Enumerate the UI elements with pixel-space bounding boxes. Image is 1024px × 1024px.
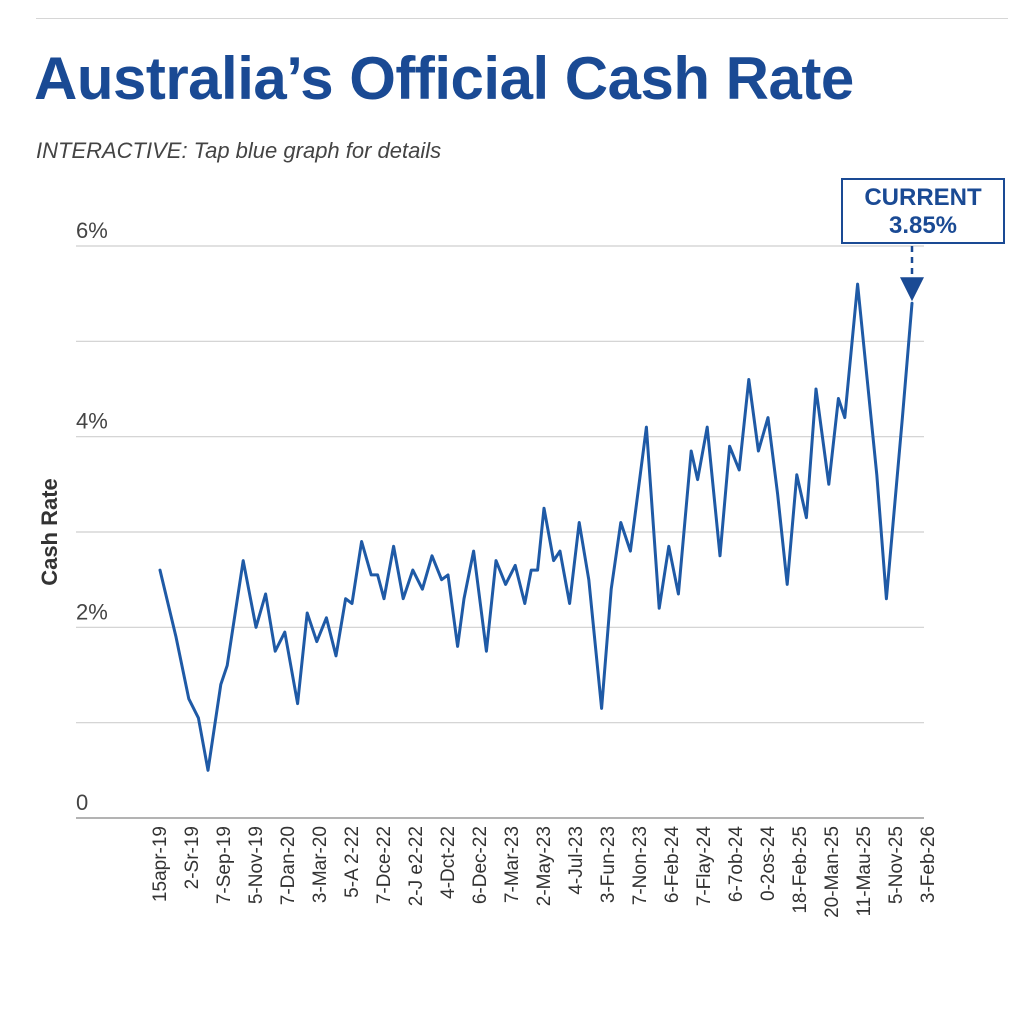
- y-axis-label: Cash Rate: [37, 478, 62, 586]
- current-callout-arrow-icon: [900, 277, 924, 302]
- x-tick-label: 3-Feb-26: [918, 826, 939, 903]
- y-tick-label: 6%: [76, 218, 108, 243]
- current-rate-badge[interactable]: CURRENT 3.85%: [841, 178, 1005, 244]
- x-tick-label: 6-Feb-24: [662, 826, 683, 904]
- x-tick-label: 5-Nov-19: [246, 826, 267, 904]
- cash-rate-line[interactable]: [158, 282, 914, 772]
- x-axis-ticks: 15apr-19 2-Sr-19 7-Sep-19 5-Nov-19 7-Dan-20 3…: [150, 826, 939, 918]
- current-badge-label: CURRENT: [864, 184, 982, 211]
- current-badge-value: 3.85%: [888, 212, 958, 239]
- x-tick-label: 3-Fun-23: [598, 826, 619, 903]
- y-tick-label: 0: [76, 790, 88, 815]
- x-tick-label: 6-Dec-22: [470, 826, 491, 904]
- x-tick-label: 18-Feb-25: [790, 826, 811, 914]
- x-tick-label: 2-J e2-22: [406, 826, 427, 906]
- x-tick-label: 7-Dce-22: [374, 826, 395, 904]
- x-tick-label: 3-Mar-20: [310, 826, 331, 903]
- gridlines: [76, 245, 924, 819]
- x-tick-label: 4-Jul-23: [566, 826, 587, 895]
- x-tick-label: 5-A 2-22: [342, 826, 363, 898]
- chart-subtitle: INTERACTIVE: Tap blue graph for details: [36, 138, 442, 163]
- x-tick-label: 7-Dan-20: [278, 826, 299, 905]
- y-tick-label: 4%: [76, 409, 108, 434]
- x-tick-label: 2-Sr-19: [182, 826, 203, 889]
- x-tick-label: 7-Flay-24: [694, 826, 715, 907]
- x-tick-label: 2-May-23: [534, 826, 555, 906]
- x-tick-label: 6-7ob-24: [726, 826, 747, 902]
- x-tick-label: 15apr-19: [150, 826, 171, 902]
- y-tick-label: 2%: [76, 599, 108, 624]
- x-tick-label: 7-Mar-23: [502, 826, 523, 903]
- x-tick-label: 0-2os-24: [758, 826, 779, 901]
- y-axis-ticks: 0 2% 4% 6%: [76, 218, 108, 815]
- top-rule: [36, 18, 1008, 19]
- page-title: Australia’s Official Cash Rate: [34, 45, 854, 112]
- x-tick-label: 5-Nov-25: [886, 826, 907, 904]
- x-tick-label: 11-Mau-25: [854, 826, 875, 916]
- x-tick-label: 20-Man-25: [822, 826, 843, 918]
- x-tick-label: 4-Dct-22: [438, 826, 459, 899]
- x-tick-label: 7-Sep-19: [214, 826, 235, 904]
- x-tick-label: 7-Non-23: [630, 826, 651, 905]
